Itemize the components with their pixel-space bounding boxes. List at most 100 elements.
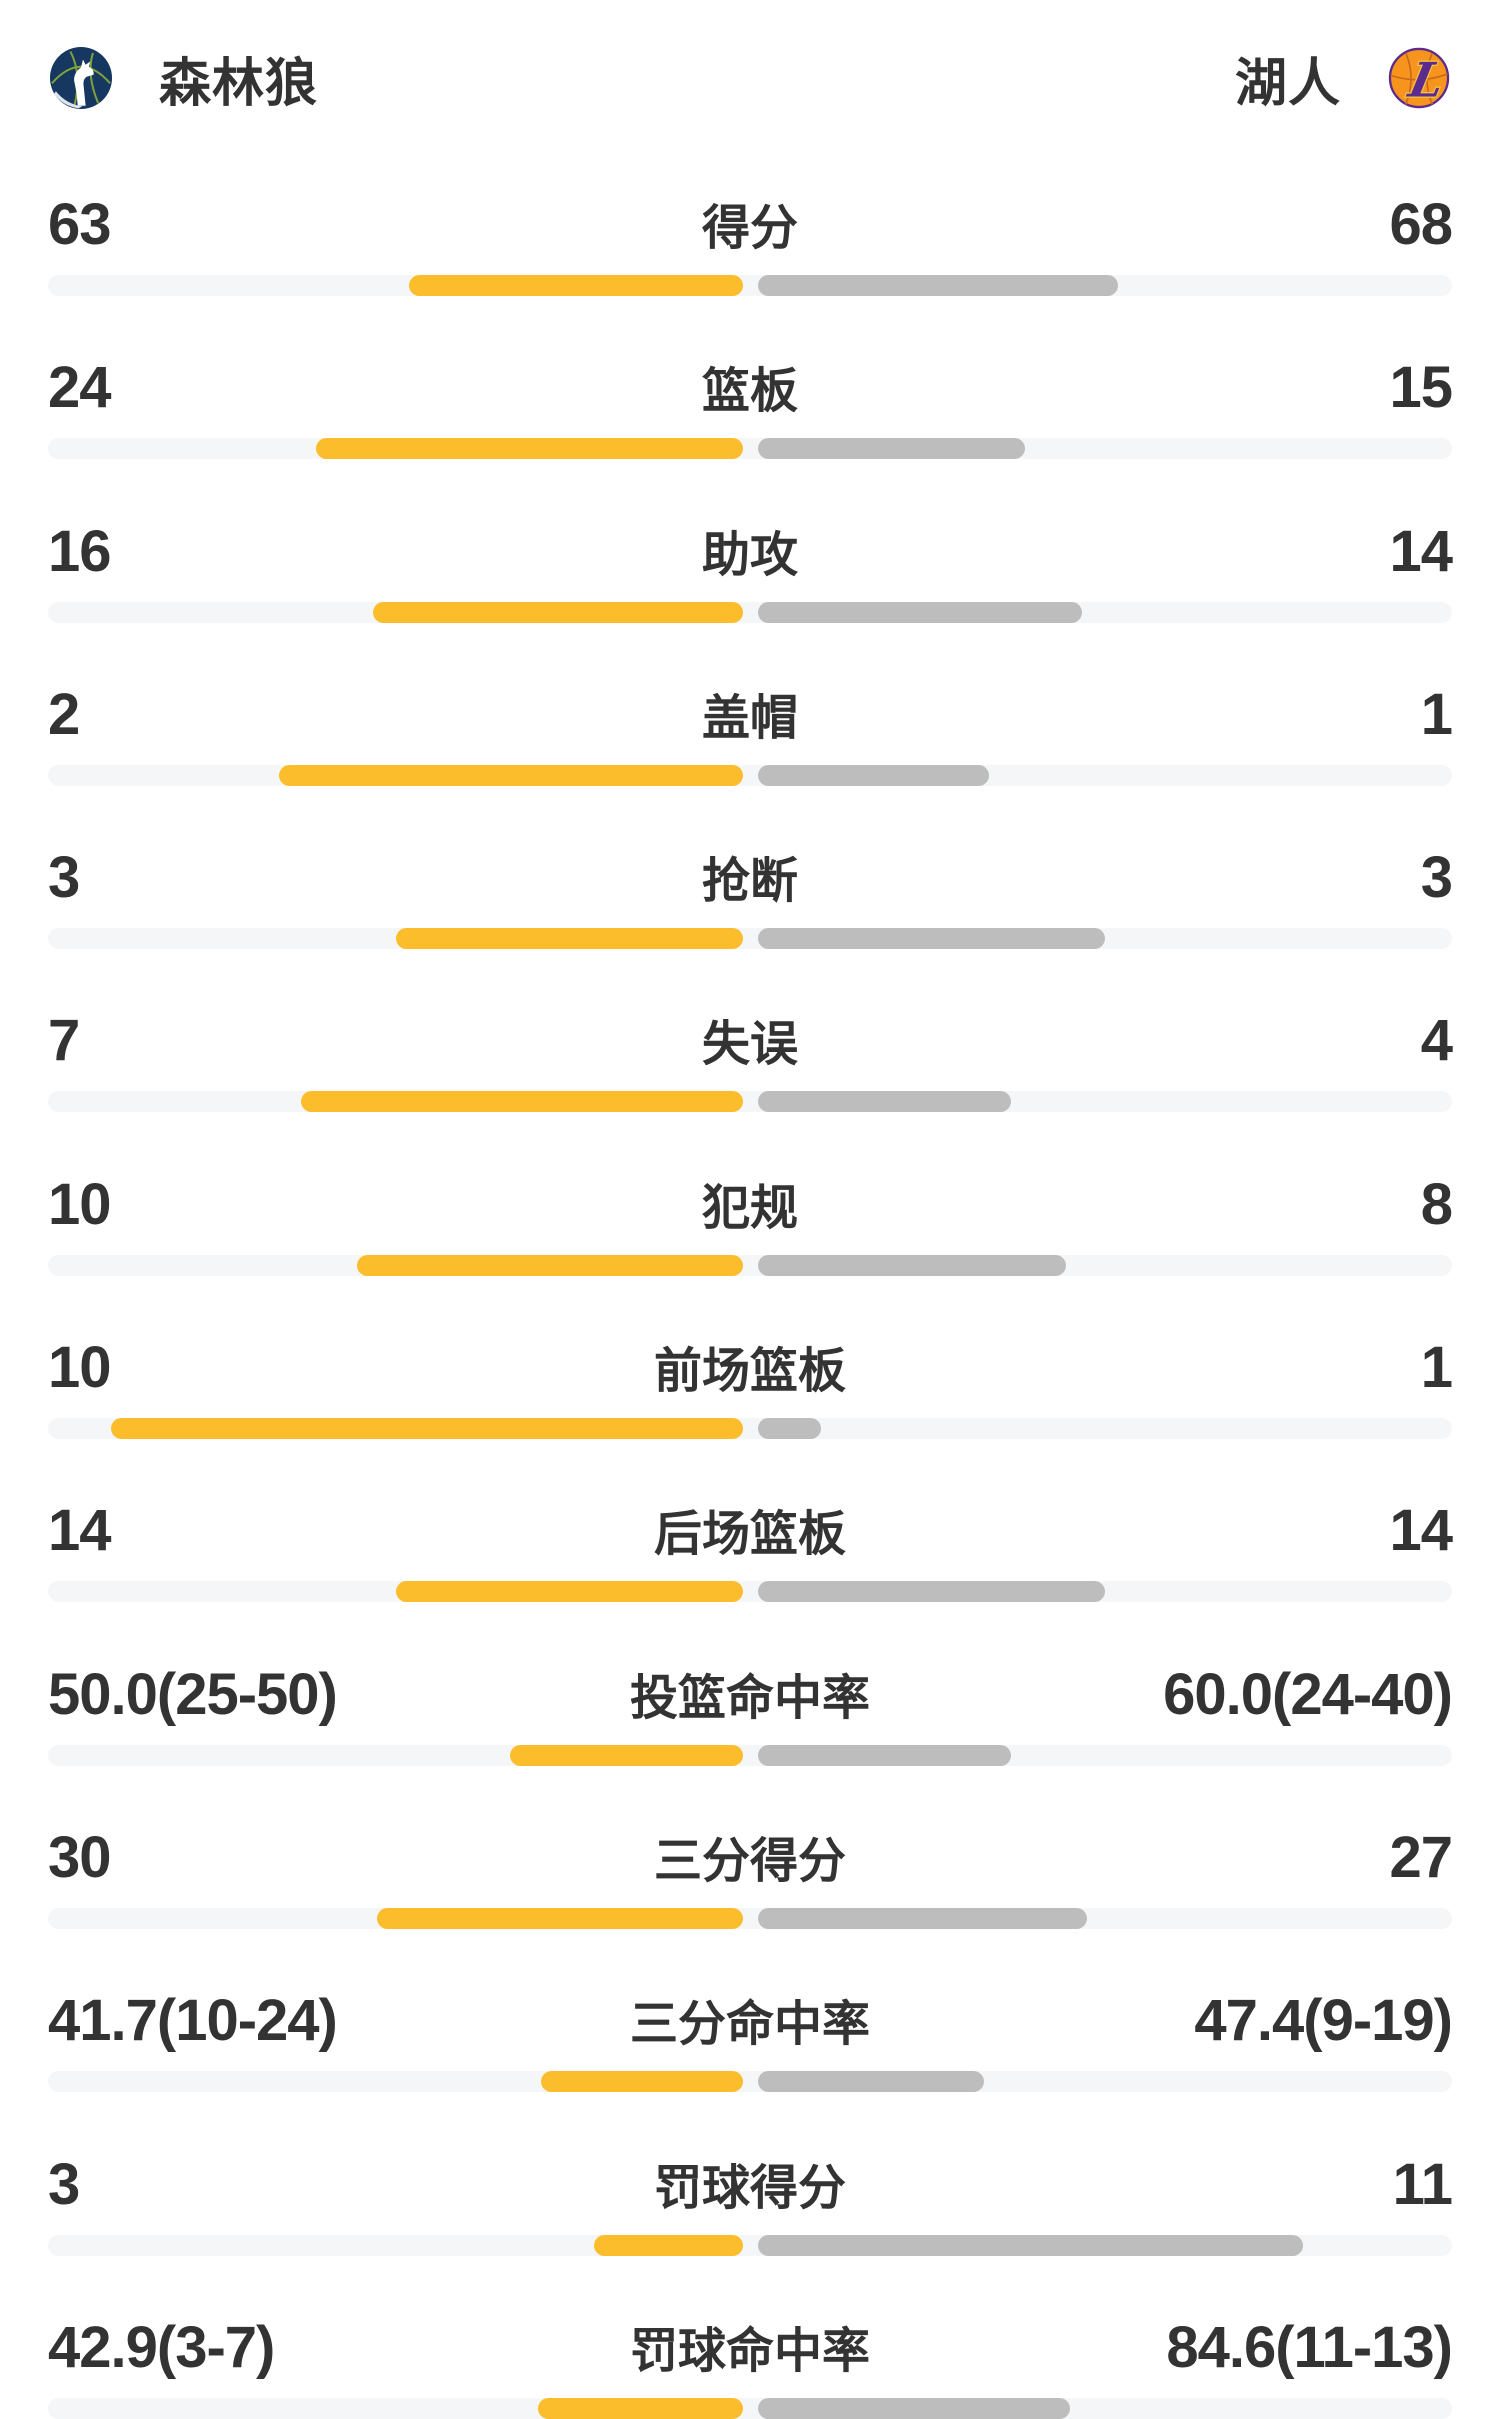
home-bar-area <box>48 275 743 296</box>
away-value: 8 <box>1420 1171 1453 1237</box>
away-value: 4 <box>1420 1008 1453 1074</box>
home-team-name: 森林狼 <box>159 54 319 113</box>
away-value: 47.4(9-19) <box>1194 1988 1453 2054</box>
home-value: 16 <box>48 518 112 584</box>
timberwolves-logo-icon <box>49 46 113 110</box>
away-bar-area <box>758 2071 1452 2093</box>
home-bar-area <box>48 1581 743 1603</box>
stat-row: 3 抢断 3 <box>48 845 1453 950</box>
stat-bar-track <box>48 1744 1452 1766</box>
home-bar <box>541 2071 743 2093</box>
stat-row: 42.9(3-7) 罚球命中率 84.6(11-13) <box>48 2314 1453 2419</box>
stat-row: 16 助攻 14 <box>48 518 1453 623</box>
home-value: 24 <box>48 355 112 421</box>
stat-row: 10 犯规 8 <box>48 1171 1453 1276</box>
stat-values: 10 前场篮板 1 <box>48 1335 1453 1401</box>
away-bar-area <box>758 1418 1452 1440</box>
home-bar <box>510 1744 743 1766</box>
home-bar <box>537 2397 743 2419</box>
stat-label: 抢断 <box>701 855 798 909</box>
stat-values: 41.7(10-24) 三分命中率 47.4(9-19) <box>48 1988 1453 2054</box>
stat-values: 50.0(25-50) 投篮命中率 60.0(24-40) <box>48 1661 1453 1727</box>
stat-label: 三分得分 <box>653 1834 846 1888</box>
stat-bar-track <box>48 438 1452 460</box>
home-bar <box>279 764 743 786</box>
away-value: 68 <box>1389 192 1453 257</box>
team-header: 森林狼 L 湖人 <box>48 0 1452 113</box>
home-bar-area <box>48 1744 743 1766</box>
stat-bar-track <box>48 928 1452 950</box>
stat-values: 7 失误 4 <box>48 1008 1453 1074</box>
home-bar <box>300 1091 743 1113</box>
home-bar <box>594 2234 743 2256</box>
home-value: 63 <box>48 192 112 257</box>
stat-bar-track <box>48 1418 1452 1440</box>
lakers-logo-icon: L <box>1388 47 1451 110</box>
away-value: 11 <box>1392 2151 1453 2217</box>
stat-row: 14 后场篮板 14 <box>48 1498 1453 1603</box>
away-bar-area <box>758 764 1452 786</box>
home-bar-area <box>48 438 743 460</box>
home-bar-area <box>48 2071 743 2093</box>
away-team[interactable]: L 湖人 <box>1235 41 1452 116</box>
home-value: 50.0(25-50) <box>48 1661 338 1727</box>
away-value: 14 <box>1389 1498 1453 1564</box>
home-value: 3 <box>48 845 80 911</box>
stat-values: 2 盖帽 1 <box>48 681 1453 747</box>
away-bar <box>758 1581 1105 1603</box>
away-bar <box>758 2071 984 2093</box>
away-bar <box>758 1254 1067 1276</box>
stat-row: 24 篮板 15 <box>48 355 1453 460</box>
stat-values: 14 后场篮板 14 <box>48 1498 1453 1564</box>
home-value: 2 <box>48 681 80 747</box>
home-bar-area <box>48 1254 743 1276</box>
stat-label: 失误 <box>701 1018 798 1072</box>
home-bar <box>408 275 743 296</box>
stat-row: 41.7(10-24) 三分命中率 47.4(9-19) <box>48 1988 1453 2093</box>
away-bar-area <box>758 2234 1452 2256</box>
home-bar <box>395 1581 743 1603</box>
stat-row: 3 罚球得分 11 <box>48 2151 1453 2256</box>
stat-label: 罚球命中率 <box>629 2324 870 2378</box>
away-bar <box>758 2397 1071 2419</box>
stat-label: 三分命中率 <box>629 1998 870 2052</box>
stat-values: 63 得分 68 <box>48 192 1453 257</box>
away-bar <box>758 601 1083 623</box>
home-bar <box>111 1418 743 1440</box>
stat-label: 犯规 <box>701 1181 798 1235</box>
away-value: 1 <box>1420 1335 1453 1401</box>
stat-values: 30 三分得分 27 <box>48 1824 1453 1890</box>
home-value: 42.9(3-7) <box>48 2314 275 2380</box>
away-bar-area <box>758 275 1452 296</box>
home-value: 10 <box>48 1335 112 1401</box>
stat-label: 投篮命中率 <box>629 1671 870 1725</box>
away-value: 14 <box>1389 518 1453 584</box>
home-bar <box>395 928 743 950</box>
away-value: 3 <box>1420 845 1453 911</box>
home-bar-area <box>48 764 743 786</box>
stat-bar-track <box>48 1254 1452 1276</box>
away-bar <box>758 2234 1304 2256</box>
away-bar <box>758 928 1105 950</box>
away-bar-area <box>758 1744 1452 1766</box>
home-team[interactable]: 森林狼 <box>48 41 318 116</box>
away-value: 27 <box>1389 1824 1453 1890</box>
away-bar <box>758 438 1026 460</box>
home-value: 41.7(10-24) <box>48 1988 338 2054</box>
stat-bar-track <box>48 2071 1452 2093</box>
away-bar-area <box>758 928 1452 950</box>
stat-row: 10 前场篮板 1 <box>48 1335 1453 1440</box>
away-bar <box>758 1744 1012 1766</box>
stat-label: 篮板 <box>701 365 798 419</box>
stat-bar-track <box>48 601 1452 623</box>
home-value: 3 <box>48 2151 80 2217</box>
svg-text:L: L <box>1402 53 1449 108</box>
home-bar <box>372 601 743 623</box>
stat-bar-track <box>48 1907 1452 1929</box>
away-bar-area <box>758 1091 1452 1113</box>
stat-values: 10 犯规 8 <box>48 1171 1453 1237</box>
away-bar <box>758 1907 1087 1929</box>
stat-row: 63 得分 68 <box>48 192 1453 296</box>
stat-values: 42.9(3-7) 罚球命中率 84.6(11-13) <box>48 2314 1453 2380</box>
away-bar-area <box>758 2397 1452 2419</box>
